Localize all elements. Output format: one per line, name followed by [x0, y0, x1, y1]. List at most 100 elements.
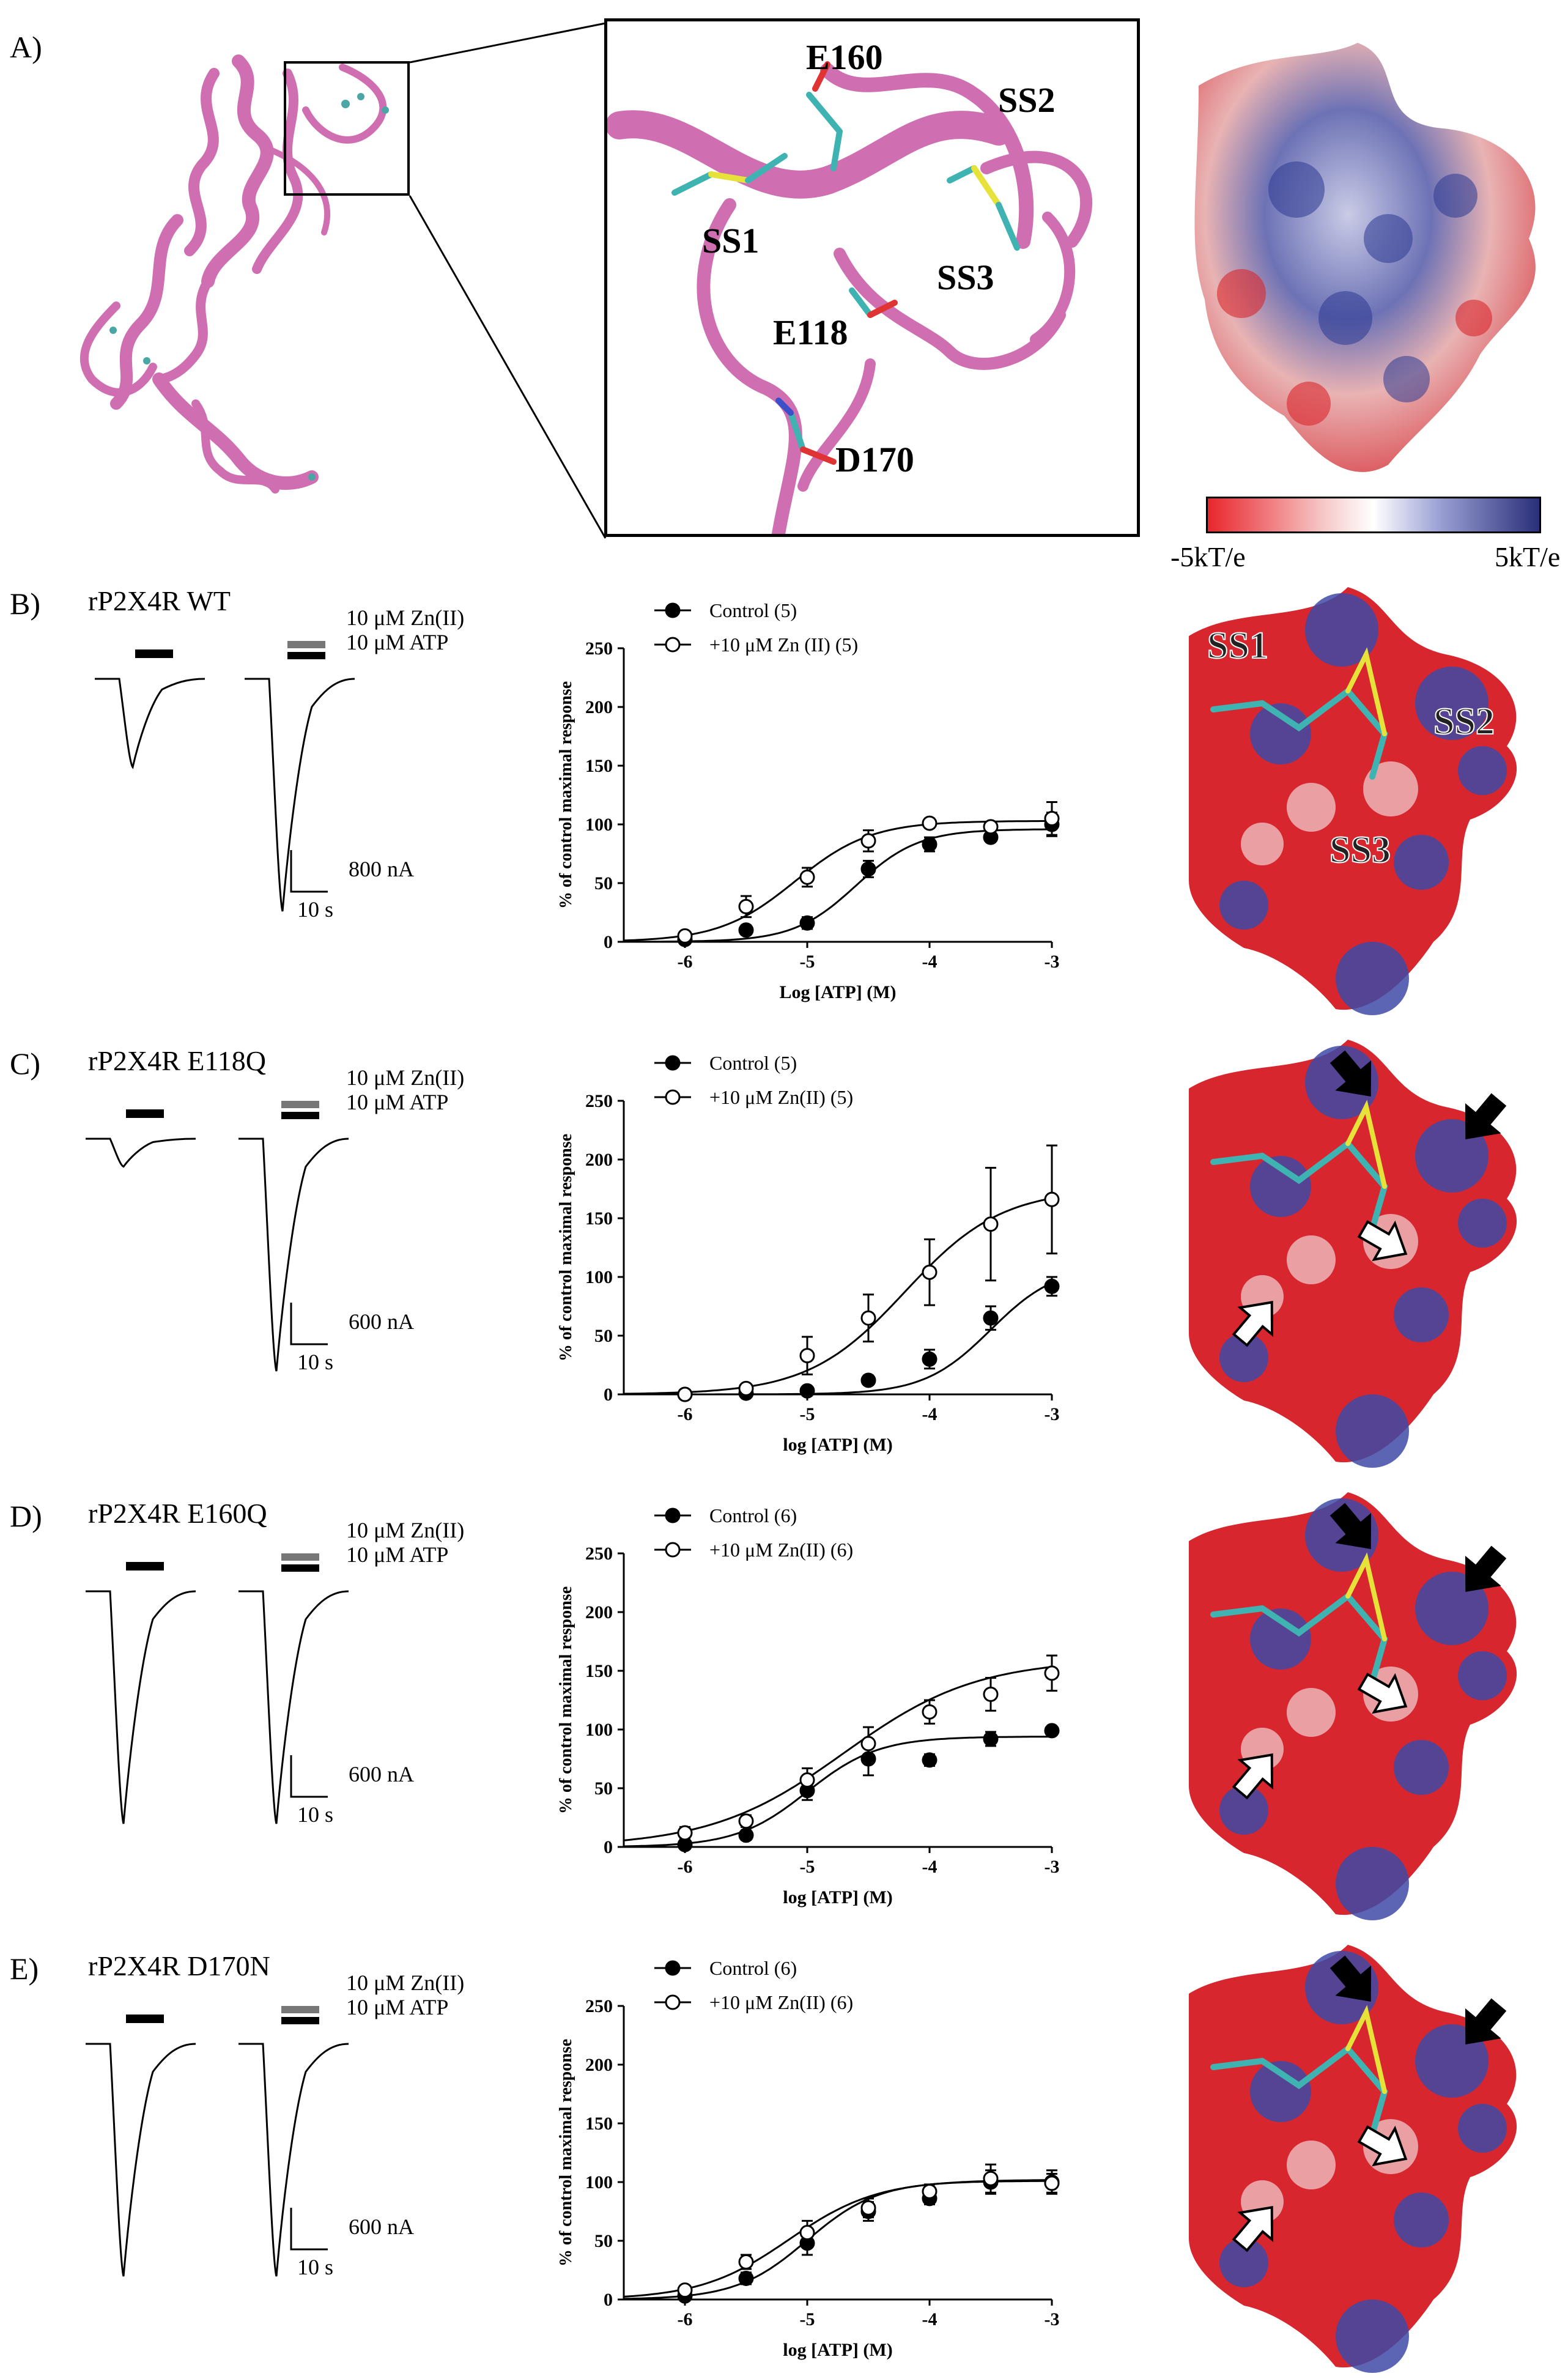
black-arrow [1465, 1998, 1507, 2045]
fit-curve-open [623, 2179, 1052, 2298]
data-point-open [738, 898, 754, 914]
data-point-open [677, 1386, 693, 1402]
positive-patch [1250, 1156, 1311, 1217]
zn-application-bar [287, 641, 325, 648]
panel-c-row: C) rP2X4R E118Q 10 μM Zn(II) 10 μM ATP 6… [0, 1034, 1568, 1480]
current-traces [95, 641, 355, 912]
residue-label-e160: E160 [806, 37, 883, 77]
stim-label-zn: 10 μM Zn(II) [346, 1518, 465, 1542]
stim-label-atp: 10 μM ATP [346, 1995, 449, 2019]
data-point-open [1044, 2175, 1060, 2191]
atp-application-bar [281, 1564, 319, 1572]
data-point-open [1044, 1191, 1060, 1207]
legend-entry: Control (5) [709, 1052, 797, 1074]
positive-patch [1305, 1951, 1378, 2024]
panel-d-row: D) rP2X4R E160Q 10 μM Zn(II) 10 μM ATP 6… [0, 1486, 1568, 1933]
stim-label-zn: 10 μM Zn(II) [346, 1970, 465, 1995]
y-tick-label: 150 [585, 1661, 613, 1681]
fit-curve-open [623, 1197, 1052, 1395]
positive-patch [1458, 1199, 1507, 1248]
y-tick-label: 100 [585, 1267, 613, 1287]
scale-bar [290, 1303, 328, 1345]
current-scale-label: 600 nA [349, 2214, 414, 2239]
y-tick-label: 0 [604, 1385, 613, 1405]
positive-patch [1415, 667, 1488, 740]
data-point-open [983, 1216, 999, 1232]
y-tick-label: 200 [585, 697, 613, 717]
x-tick-label: -3 [1045, 1857, 1060, 1877]
zinc-trace [245, 678, 355, 912]
y-tick-label: 50 [594, 2231, 613, 2251]
panel-c-title: rP2X4R E118Q [88, 1045, 266, 1076]
zinc-trace [239, 2043, 349, 2277]
x-tick-label: -6 [678, 1857, 693, 1877]
x-tick-label: -4 [922, 1404, 937, 1424]
y-tick-label: 50 [594, 873, 613, 894]
x-axis-label: log [ATP] (M) [783, 1887, 892, 1907]
positive-patch [1250, 1608, 1311, 1670]
y-tick-label: 250 [585, 1996, 613, 2016]
black-arrow [1465, 1545, 1507, 1593]
stim-label-zn: 10 μM Zn(II) [346, 605, 465, 630]
panel-a-label: A) [10, 30, 42, 64]
neutral-patch [1287, 783, 1336, 832]
sulfur-bond [1345, 2005, 1387, 2094]
surface-map-a [1194, 43, 1536, 472]
panel-e-row: E) rP2X4R D170N 10 μM Zn(II) 10 μM ATP 6… [0, 1939, 1568, 2379]
sulfur-bond [1345, 647, 1387, 736]
positive-patch [1305, 1046, 1378, 1119]
time-scale-label: 10 s [297, 1350, 334, 1374]
y-axis-label: % of control maximal response [557, 1134, 575, 1361]
panel-b-title: rP2X4R WT [88, 585, 231, 616]
positive-patch [1458, 1651, 1507, 1700]
scale-bar [290, 2208, 328, 2251]
x-tick-label: -3 [1045, 952, 1060, 972]
white-arrow [1357, 2125, 1408, 2167]
current-scale-label: 600 nA [349, 1309, 414, 1334]
data-point-open [1044, 1665, 1060, 1681]
white-arrow [1357, 1673, 1408, 1714]
black-arrow [1329, 1050, 1372, 1097]
x-tick-label: -6 [678, 2309, 693, 2329]
residue-label-ss2: SS2 [998, 80, 1056, 120]
data-point-filled [922, 837, 937, 853]
y-tick-label: 0 [604, 932, 613, 952]
zn-application-bar [281, 1101, 319, 1108]
fit-curve-filled [623, 2180, 1052, 2300]
panel-d-title: rP2X4R E160Q [88, 1498, 267, 1529]
legend-marker [665, 1055, 681, 1071]
data-point-filled [860, 1372, 876, 1388]
y-axis-label: % of control maximal response [557, 681, 575, 909]
current-traces [86, 1101, 349, 1372]
y-tick-label: 100 [585, 1720, 613, 1740]
fit-curve-filled [624, 1282, 1052, 1396]
legend-marker [665, 1960, 681, 1976]
positive-patch [1219, 2238, 1268, 2287]
positive-patch [1458, 746, 1507, 795]
x-tick-label: -5 [800, 2309, 815, 2329]
data-point-filled [860, 861, 876, 877]
surface-label: SS1 [1207, 625, 1268, 667]
current-traces [86, 1553, 349, 1824]
x-tick-label: -5 [800, 1404, 815, 1424]
x-tick-label: -3 [1045, 2309, 1060, 2329]
positive-patch [1219, 1333, 1268, 1382]
panel-d-label: D) [10, 1499, 42, 1533]
electrostatic-colorbar [1206, 497, 1541, 533]
positive-patch [1394, 1287, 1449, 1342]
atp-application-bar [287, 652, 325, 659]
data-point-filled [738, 1827, 754, 1843]
disulfide-sticks [1210, 1592, 1388, 1685]
data-point-filled [983, 1310, 999, 1326]
control-trace [95, 678, 205, 769]
positive-patch [1394, 1740, 1449, 1795]
dose-response-chart: 0 50 100 150 200 250 -6 -5 -4 -3 Log [ATP] (M) % of… [557, 599, 1060, 1002]
stim-label-atp: 10 μM ATP [346, 1542, 449, 1567]
data-point-open [799, 2225, 815, 2241]
data-point-open [922, 1704, 937, 1720]
x-tick-label: -6 [678, 952, 693, 972]
positive-patch [1394, 835, 1449, 890]
current-scale-label: 800 nA [349, 857, 414, 881]
data-point-open [860, 1736, 876, 1752]
data-point-open [860, 1310, 876, 1326]
